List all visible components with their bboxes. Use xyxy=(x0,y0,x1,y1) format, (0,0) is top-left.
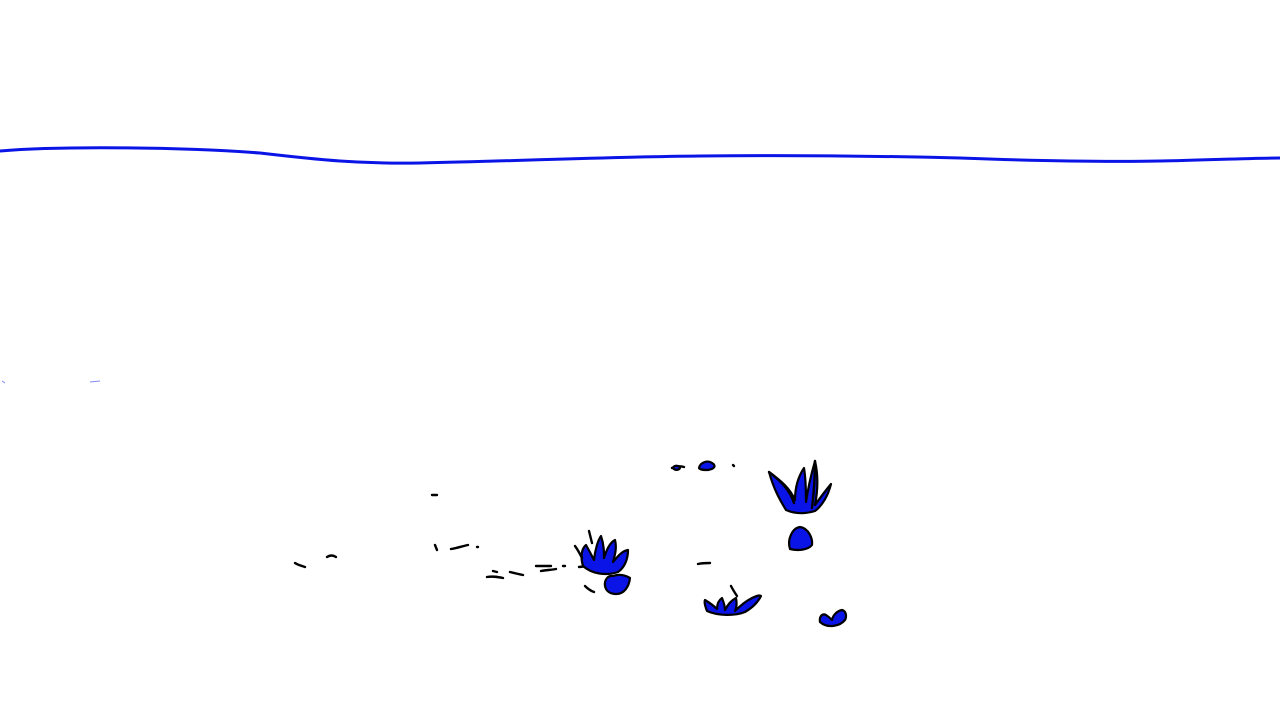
grass-tuft-center xyxy=(573,529,632,596)
grass-tuft-small xyxy=(818,608,848,628)
stone-shape xyxy=(788,525,814,552)
grass-tuft-lower xyxy=(703,584,763,616)
blob-top xyxy=(671,460,716,472)
faint-mark-left xyxy=(1,380,101,384)
grass-tuft-large xyxy=(767,459,833,515)
ground-marks xyxy=(293,463,736,594)
horizon-line xyxy=(0,146,1280,165)
